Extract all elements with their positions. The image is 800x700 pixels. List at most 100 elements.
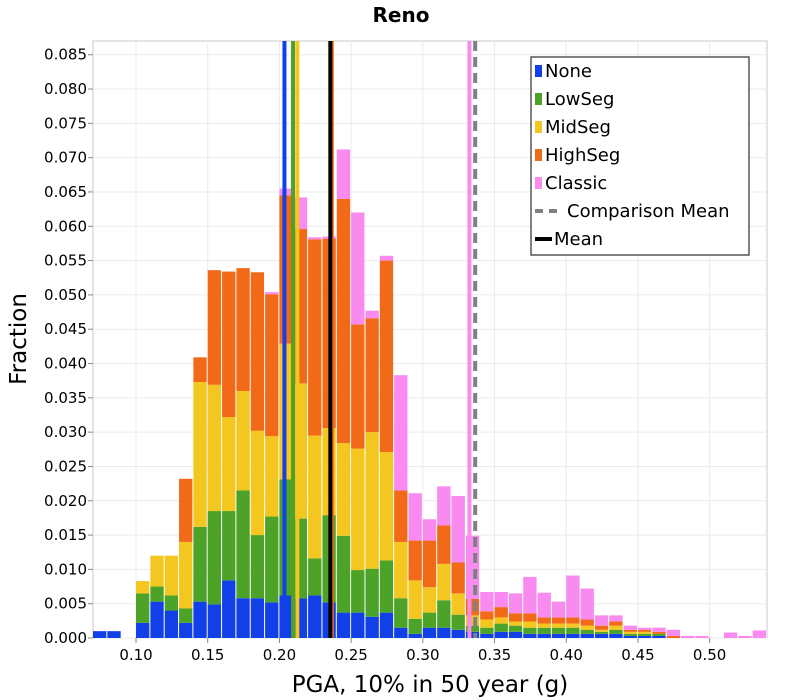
bar-midseg (465, 615, 480, 626)
bar-highseg (508, 613, 523, 622)
bar-classic (680, 635, 695, 638)
bar-lowseg (537, 627, 551, 634)
mean-lines-group (282, 41, 478, 638)
legend-swatch (535, 149, 542, 161)
y-tick-label: 0.025 (44, 457, 87, 475)
bar-highseg (394, 490, 408, 542)
bar-none (164, 610, 179, 638)
bar-highseg (408, 540, 422, 581)
bar-none (465, 631, 480, 638)
legend-label: Comparison Mean (567, 201, 730, 222)
y-axis-label: Fraction (6, 293, 32, 385)
bar-lowseg (365, 568, 379, 617)
bar-midseg (508, 621, 523, 626)
bar-highseg (250, 272, 265, 431)
bar-midseg (422, 587, 437, 613)
bar-lowseg (394, 598, 408, 628)
bar-lowseg (164, 595, 179, 611)
bar-highseg (422, 540, 437, 588)
y-tick-label: 0.000 (44, 629, 87, 647)
bar-classic (594, 615, 609, 626)
bar-lowseg (465, 625, 480, 632)
y-tick-label: 0.060 (44, 217, 87, 235)
bar-highseg (179, 478, 193, 542)
bar-none (523, 633, 537, 638)
bar-lowseg (408, 618, 422, 634)
bar-none (150, 601, 164, 638)
bar-midseg (365, 432, 379, 569)
bar-classic (537, 592, 551, 618)
bar-none (437, 627, 451, 638)
y-tick-label: 0.040 (44, 355, 87, 373)
bar-none (107, 631, 121, 638)
bar-lowseg (523, 627, 537, 634)
x-tick-label: 0.25 (334, 646, 367, 664)
bar-classic (609, 615, 623, 622)
bar-none (508, 631, 523, 638)
bar-midseg (308, 435, 322, 559)
bar-none (551, 633, 566, 638)
bar-midseg (437, 563, 451, 601)
bar-none (265, 602, 279, 638)
y-axis-ticks: 0.000 0.005 0.010 0.015 0.020 0.025 0.030 0.035… (44, 46, 93, 647)
bar-midseg (494, 617, 508, 624)
y-tick-label: 0.030 (44, 423, 87, 441)
bar-lowseg (637, 633, 652, 636)
legend-swatch (535, 65, 542, 77)
bar-lowseg (437, 600, 451, 628)
bar-lowseg (207, 511, 222, 605)
y-tick-label: 0.045 (44, 320, 87, 338)
y-tick-label: 0.010 (44, 560, 87, 578)
bar-midseg (336, 443, 351, 536)
bar-highseg (537, 617, 551, 624)
bar-none (351, 612, 365, 638)
x-axis-label: PGA, 10% in 50 year (g) (292, 672, 569, 698)
legend-label: HighSeg (545, 145, 620, 166)
bar-none (179, 622, 193, 638)
bar-classic (666, 629, 680, 636)
bar-none (207, 604, 222, 638)
y-tick-label: 0.015 (44, 526, 87, 544)
bar-classic (566, 575, 580, 618)
bar-lowseg (422, 612, 437, 628)
bar-midseg (164, 555, 179, 596)
bar-lowseg (336, 535, 351, 613)
bar-highseg (523, 613, 537, 622)
bar-midseg (179, 541, 193, 609)
bar-lowseg (150, 586, 164, 602)
x-tick-label: 0.10 (119, 646, 152, 664)
bar-lowseg (308, 558, 322, 596)
bar-midseg (537, 623, 551, 628)
bar-lowseg (566, 627, 580, 634)
legend-label: LowSeg (545, 89, 614, 110)
y-tick-label: 0.075 (44, 114, 87, 132)
legend-swatch (535, 93, 542, 105)
bar-classic (365, 310, 379, 319)
bar-classic (752, 630, 766, 638)
bar-highseg (580, 619, 594, 626)
legend-swatch (535, 121, 542, 133)
bar-highseg (480, 611, 494, 620)
bar-lowseg (580, 629, 594, 634)
legend-label: Classic (545, 173, 607, 194)
chart-title: Reno (373, 3, 430, 27)
bar-none (451, 629, 465, 638)
bar-lowseg (623, 633, 637, 636)
bar-lowseg (265, 516, 279, 603)
bar-midseg (193, 382, 207, 527)
bar-highseg (551, 617, 566, 624)
y-tick-label: 0.070 (44, 149, 87, 167)
bar-lowseg (351, 570, 365, 613)
bar-highseg (609, 621, 623, 626)
bar-highseg (652, 631, 666, 634)
bar-highseg (236, 268, 250, 391)
bar-midseg (408, 580, 422, 619)
bar-midseg (566, 623, 580, 628)
bar-lowseg (551, 627, 566, 634)
bar-lowseg (480, 627, 494, 634)
x-tick-label: 0.30 (406, 646, 439, 664)
bar-classic (480, 592, 494, 612)
bar-lowseg (652, 633, 666, 636)
bar-classic (451, 495, 465, 563)
bar-midseg (351, 448, 365, 571)
